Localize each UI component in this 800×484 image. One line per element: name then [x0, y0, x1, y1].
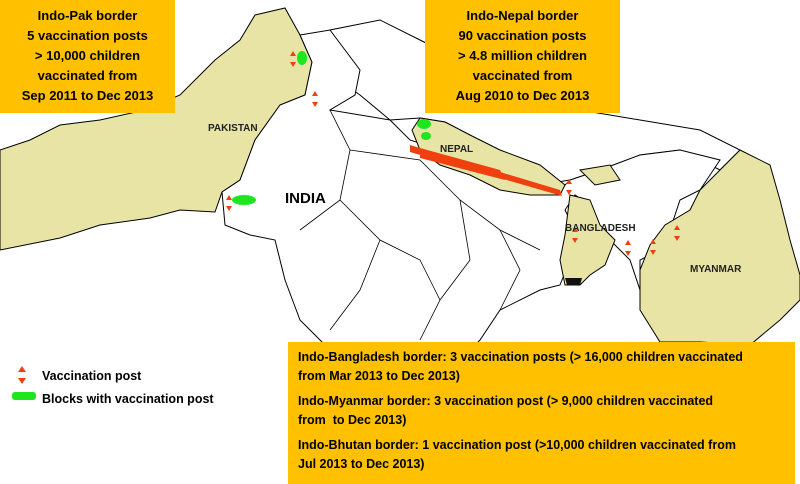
- line: vaccinated from: [472, 68, 573, 83]
- line: 90 vaccination posts: [458, 28, 587, 43]
- line: Indo-Bangladesh border: 3 vaccination po…: [298, 350, 743, 364]
- coast-marker: [565, 278, 582, 285]
- state-lines: [299, 109, 541, 341]
- block: [232, 195, 256, 205]
- line: Indo-Pak border: [37, 8, 138, 23]
- line: Jul 2013 to Dec 2013): [298, 457, 425, 471]
- state-line: [299, 109, 541, 341]
- block: [417, 119, 431, 129]
- line: 5 vaccination posts: [27, 28, 148, 43]
- country-label: PAKISTAN: [208, 123, 258, 134]
- post-markers: [226, 51, 680, 256]
- bangladesh: [559, 194, 616, 286]
- country-label: INDIA: [285, 190, 326, 207]
- pak-box: Indo-Pak border 5 vaccination posts > 10…: [0, 0, 175, 113]
- line: Indo-Nepal border: [466, 8, 579, 23]
- block-markers: [232, 51, 431, 205]
- line: Aug 2010 to Dec 2013: [455, 88, 590, 103]
- line: > 10,000 children: [34, 48, 141, 63]
- block: [297, 51, 307, 65]
- bhutan: [578, 164, 621, 186]
- country-label: MYANMAR: [690, 264, 742, 275]
- legend-item: Blocks with vaccination post: [42, 392, 214, 406]
- legend-post-icon: [18, 366, 26, 384]
- line: Indo-Bhutan border: 1 vaccination post (…: [298, 438, 736, 452]
- line: vaccinated from: [37, 68, 138, 83]
- legend-block-icon: [12, 392, 36, 400]
- line: Indo-Myanmar border: 3 vaccination post …: [298, 394, 714, 408]
- vaccination-markers: [226, 51, 680, 285]
- line: from Mar 2013 to Dec 2013): [298, 369, 460, 383]
- country-label: NEPAL: [440, 144, 473, 155]
- post-cluster: [410, 145, 562, 196]
- line: Sep 2011 to Dec 2013: [21, 88, 154, 103]
- country-label: BANGLADESH: [565, 223, 636, 234]
- east-box: Indo-Bangladesh border: 3 vaccination po…: [288, 342, 795, 484]
- line: > 4.8 million children: [458, 48, 587, 63]
- nepal-box: Indo-Nepal border 90 vaccination posts >…: [425, 0, 620, 113]
- line: from to Dec 2013): [298, 413, 407, 427]
- block: [421, 132, 431, 140]
- legend-item: Vaccination post: [42, 369, 142, 383]
